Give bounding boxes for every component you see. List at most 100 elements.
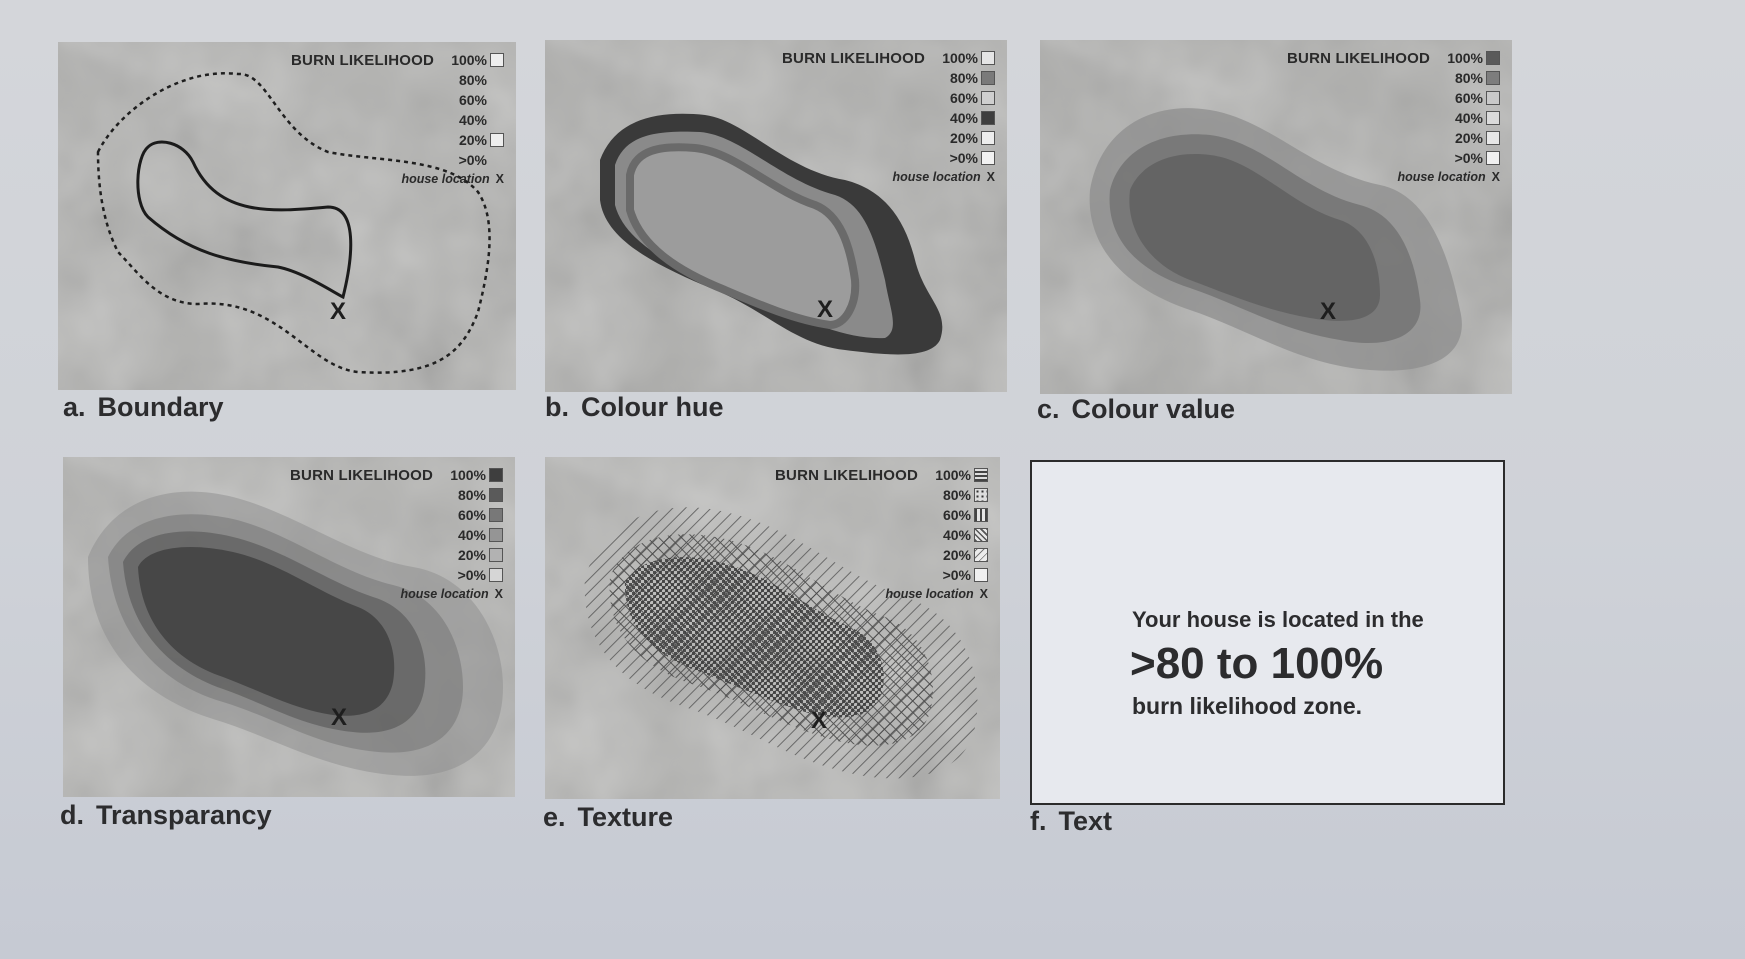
legend-swatch	[489, 548, 503, 562]
legend-row: 40%	[885, 525, 988, 545]
legend-level: 80%	[949, 70, 978, 86]
legend-boundary: BURN LIKELIHOOD 100% 80% 60% 40% 20% >0%…	[291, 50, 504, 186]
legend-row: 100%	[400, 465, 503, 485]
caption-transparancy: d. Transparancy	[60, 800, 272, 830]
legend-texture: BURN LIKELIHOOD 100% 80% 60% 40% 20% >0%…	[775, 465, 988, 601]
legend-level: 20%	[458, 132, 487, 148]
legend-level: 20%	[457, 547, 486, 563]
legend-colour-value: BURN LIKELIHOOD 100% 80% 60% 40% 20% >0%…	[1287, 48, 1500, 184]
legend-swatch	[1486, 71, 1500, 85]
legend-level: 80%	[457, 487, 486, 503]
legend-swatch	[490, 73, 504, 87]
legend-row: 100%	[401, 50, 504, 70]
legend-swatch	[981, 111, 995, 125]
legend-swatch	[1486, 131, 1500, 145]
house-marker: X	[330, 298, 347, 325]
legend-row: >0%	[892, 148, 995, 168]
legend-row: 100%	[885, 465, 988, 485]
legend-row: 40%	[401, 110, 504, 130]
legend-row: 60%	[892, 88, 995, 108]
legend-row: 40%	[1397, 108, 1500, 128]
legend-title: BURN LIKELIHOOD	[1287, 50, 1430, 67]
legend-swatch	[490, 153, 504, 167]
house-location-label: house location X	[1397, 170, 1500, 184]
map-colour-value-image	[1040, 40, 1512, 394]
legend-swatch	[981, 71, 995, 85]
house-marker: X	[1320, 298, 1337, 325]
house-location-label: house location X	[400, 587, 503, 601]
legend-row: 20%	[400, 545, 503, 565]
legend-swatch	[981, 91, 995, 105]
legend-row: 100%	[1397, 48, 1500, 68]
legend-row: 80%	[400, 485, 503, 505]
legend-row: 20%	[401, 130, 504, 150]
legend-level: 60%	[458, 92, 487, 108]
legend-level: >0%	[457, 567, 486, 583]
house-location-label: house location X	[401, 172, 504, 186]
legend-row: 100%	[892, 48, 995, 68]
legend-swatch	[490, 93, 504, 107]
legend-swatch	[489, 488, 503, 502]
legend-level: >0%	[942, 567, 971, 583]
map-transparancy-image	[63, 457, 515, 797]
legend-swatch	[489, 468, 503, 482]
legend-level: 80%	[458, 72, 487, 88]
legend-row: 40%	[892, 108, 995, 128]
legend-level: 100%	[450, 467, 486, 483]
caption-text: f. Text	[1030, 806, 1113, 836]
legend-title: BURN LIKELIHOOD	[291, 52, 434, 69]
legend-level: 100%	[935, 467, 971, 483]
house-marker: X	[811, 707, 828, 734]
legend-swatch	[489, 508, 503, 522]
map-panel-colour-hue: BURN LIKELIHOOD 100% 80% 60% 40% 20% >0%…	[545, 40, 1007, 392]
legend-title: BURN LIKELIHOOD	[775, 467, 918, 484]
legend-swatch	[974, 488, 988, 502]
legend-level: 20%	[949, 130, 978, 146]
legend-row: >0%	[400, 565, 503, 585]
map-boundary-image	[58, 42, 516, 390]
legend-level: 60%	[457, 507, 486, 523]
house-location-label: house location X	[892, 170, 995, 184]
legend-level: 20%	[1454, 130, 1483, 146]
legend-swatch	[490, 133, 504, 147]
legend-row: 20%	[892, 128, 995, 148]
legend-transparancy: BURN LIKELIHOOD 100% 80% 60% 40% 20% >0%…	[290, 465, 503, 601]
legend-level: 100%	[1447, 50, 1483, 66]
legend-title: BURN LIKELIHOOD	[782, 50, 925, 67]
caption-colour-value: c. Colour value	[1037, 394, 1236, 424]
legend-level: >0%	[1454, 150, 1483, 166]
legend-swatch	[974, 468, 988, 482]
legend-swatch	[974, 528, 988, 542]
legend-row: 60%	[400, 505, 503, 525]
legend-level: 40%	[942, 527, 971, 543]
legend-level: 40%	[1454, 110, 1483, 126]
legend-swatch	[489, 568, 503, 582]
legend-level: >0%	[458, 152, 487, 168]
legend-level: 100%	[451, 52, 487, 68]
house-marker: X	[331, 704, 348, 731]
legend-swatch	[490, 53, 504, 67]
legend-level: 100%	[942, 50, 978, 66]
map-texture-image	[545, 457, 1000, 799]
legend-level: 20%	[942, 547, 971, 563]
legend-swatch	[981, 151, 995, 165]
legend-swatch	[1486, 91, 1500, 105]
text-panel-message: Your house is located in the >80 to 100%…	[1130, 607, 1424, 720]
legend-row: 60%	[401, 90, 504, 110]
legend-swatch	[1486, 51, 1500, 65]
legend-level: >0%	[949, 150, 978, 166]
caption-texture: e. Texture	[543, 802, 674, 832]
legend-row: 60%	[885, 505, 988, 525]
legend-row: 80%	[885, 485, 988, 505]
legend-row: 80%	[401, 70, 504, 90]
text-line-3: burn likelihood zone.	[1132, 693, 1362, 719]
legend-swatch	[489, 528, 503, 542]
legend-swatch	[974, 508, 988, 522]
legend-level: 60%	[949, 90, 978, 106]
map-panel-colour-value: BURN LIKELIHOOD 100% 80% 60% 40% 20% >0%…	[1040, 40, 1512, 394]
legend-title: BURN LIKELIHOOD	[290, 467, 433, 484]
legend-swatch	[1486, 151, 1500, 165]
legend-swatch	[974, 568, 988, 582]
legend-level: 60%	[1454, 90, 1483, 106]
legend-row: >0%	[885, 565, 988, 585]
